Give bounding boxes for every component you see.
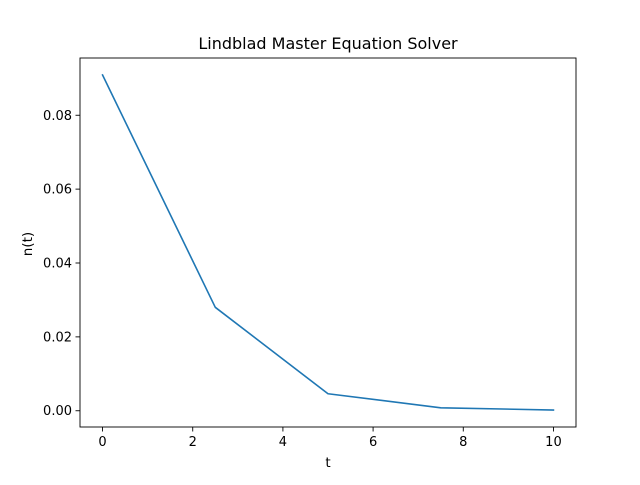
y-tick-label: 0.00 xyxy=(43,404,72,419)
x-tick-label: 2 xyxy=(189,435,197,450)
x-tick-label: 10 xyxy=(545,435,562,450)
x-tick-label: 0 xyxy=(98,435,106,450)
chart-title: Lindblad Master Equation Solver xyxy=(198,34,458,53)
x-tick-label: 4 xyxy=(279,435,287,450)
x-axis-label: t xyxy=(325,455,330,471)
x-tick-label: 6 xyxy=(369,435,377,450)
series-line-0 xyxy=(101,73,555,411)
x-axis-ticks: 0 2 4 6 8 10 xyxy=(98,427,562,450)
axes-frame xyxy=(79,57,577,428)
plot-area xyxy=(79,57,577,428)
x-tick-label: 8 xyxy=(459,435,467,450)
y-tick-label: 0.08 xyxy=(43,109,72,124)
y-axis-ticks: 0.00 0.02 0.04 0.06 0.08 xyxy=(43,109,80,419)
y-axis-label: n(t) xyxy=(20,232,36,256)
y-tick-label: 0.06 xyxy=(43,183,72,198)
y-tick-label: 0.04 xyxy=(43,257,72,272)
y-tick-label: 0.02 xyxy=(43,330,72,345)
